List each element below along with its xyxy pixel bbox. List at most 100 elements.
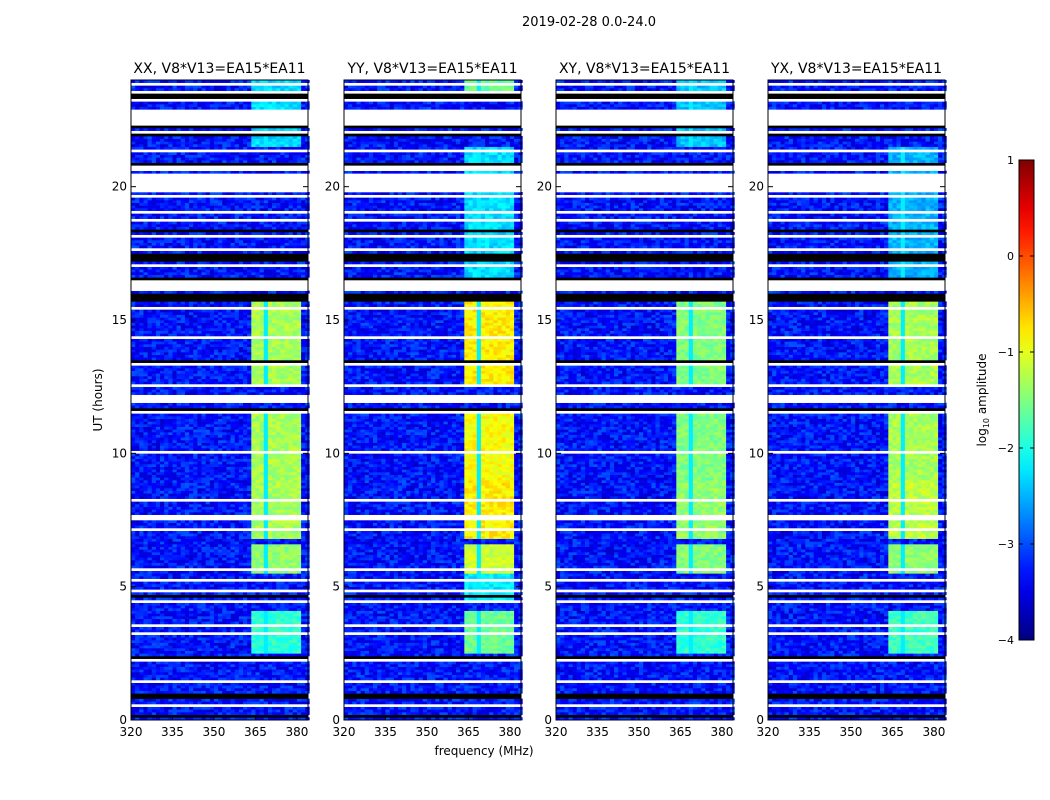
heatmap-cell	[292, 536, 298, 539]
heatmap-cell	[135, 690, 140, 694]
heatmap-cell	[160, 485, 165, 489]
heatmap-cell	[197, 448, 202, 451]
heatmap-cell	[193, 352, 198, 355]
heatmap-cell	[155, 549, 161, 553]
heatmap-cell	[272, 376, 277, 379]
heatmap-cell	[230, 605, 236, 609]
heatmap-cell	[172, 416, 177, 419]
heatmap-cell	[218, 346, 223, 350]
heatmap-cell	[276, 546, 281, 550]
heatmap-cell	[226, 562, 231, 566]
heatmap-cell	[230, 354, 236, 358]
heatmap-cell	[131, 378, 136, 382]
heatmap-cell	[172, 522, 177, 526]
heatmap-cell	[139, 437, 144, 441]
heatmap-cell	[238, 354, 244, 358]
heatmap-cell	[135, 616, 140, 619]
heatmap-cell	[131, 688, 136, 691]
heatmap-cell	[251, 434, 256, 438]
heatmap-cell	[164, 437, 169, 441]
heatmap-cell	[276, 432, 281, 435]
heatmap-cell	[139, 493, 144, 497]
heatmap-cell	[160, 626, 165, 630]
heatmap-cell	[205, 541, 211, 545]
heatmap-cell	[218, 402, 223, 406]
heatmap-cell	[238, 426, 244, 430]
heatmap-cell	[234, 701, 240, 705]
heatmap-cell	[151, 373, 157, 377]
heatmap-cell	[301, 357, 306, 361]
heatmap-cell	[143, 629, 148, 633]
heatmap-cell	[193, 677, 198, 681]
heatmap-cell	[230, 448, 236, 451]
heatmap-cell	[272, 432, 277, 435]
heatmap-cell	[305, 637, 310, 641]
heatmap-cell	[222, 682, 227, 686]
heatmap-cell	[305, 445, 310, 449]
heatmap-cell	[172, 368, 177, 371]
heatmap-cell	[243, 605, 248, 609]
heatmap-cell	[155, 666, 161, 670]
heatmap-cell	[234, 618, 240, 622]
heatmap-cell	[251, 586, 256, 590]
heatmap-cell	[255, 453, 260, 457]
heatmap-cell	[147, 434, 153, 438]
heatmap-cell	[209, 581, 215, 585]
heatmap-cell	[164, 448, 169, 451]
heatmap-cell	[184, 376, 190, 379]
heatmap-cell	[193, 706, 198, 710]
heatmap-cell	[226, 365, 231, 369]
heatmap-cell	[164, 544, 169, 547]
heatmap-cell	[189, 544, 194, 547]
heatmap-cell	[205, 477, 211, 481]
heatmap-cell	[160, 482, 165, 486]
heatmap-cell	[201, 490, 206, 494]
heatmap-cell	[139, 389, 144, 393]
heatmap-cell	[276, 416, 281, 419]
heatmap-cell	[238, 584, 244, 587]
heatmap-cell	[160, 576, 165, 579]
heatmap-cell	[172, 434, 177, 438]
heatmap-cell	[234, 709, 240, 713]
heatmap-cell	[147, 381, 153, 385]
heatmap-cell	[296, 701, 302, 705]
heatmap-cell	[135, 677, 140, 681]
heatmap-cell	[201, 338, 206, 342]
heatmap-cell	[230, 642, 236, 646]
heatmap-cell	[284, 688, 289, 691]
heatmap-cell	[197, 581, 202, 585]
heatmap-cell	[143, 698, 148, 702]
heatmap-cell	[251, 669, 256, 673]
heatmap-cell	[234, 544, 240, 547]
heatmap-cell	[168, 381, 173, 385]
heatmap-cell	[243, 445, 248, 449]
heatmap-cell	[205, 344, 211, 347]
heatmap-cell	[213, 378, 219, 382]
heatmap-cell	[201, 573, 206, 577]
heatmap-cell	[226, 618, 231, 622]
heatmap-cell	[222, 560, 227, 563]
heatmap-cell	[176, 634, 182, 638]
heatmap-cell	[292, 554, 298, 558]
heatmap-cell	[238, 605, 244, 609]
heatmap-cell	[288, 546, 294, 550]
heatmap-cell	[143, 541, 148, 545]
heatmap-cell	[184, 560, 190, 563]
heatmap-cell	[160, 504, 165, 507]
heatmap-cell	[164, 538, 169, 542]
heatmap-cell	[168, 674, 173, 678]
heatmap-cell	[201, 570, 206, 574]
heatmap-cell	[213, 485, 219, 489]
heatmap-cell	[139, 592, 144, 595]
heatmap-cell	[213, 573, 219, 577]
heatmap-cell	[288, 418, 294, 422]
heatmap-cell	[213, 344, 219, 347]
heatmap-cell	[276, 445, 281, 449]
heatmap-cell	[251, 573, 256, 577]
heatmap-cell	[234, 653, 240, 657]
heatmap-cell	[234, 501, 240, 505]
heatmap-cell	[243, 501, 248, 505]
heatmap-cell	[234, 552, 240, 555]
heatmap-cell	[193, 570, 198, 574]
